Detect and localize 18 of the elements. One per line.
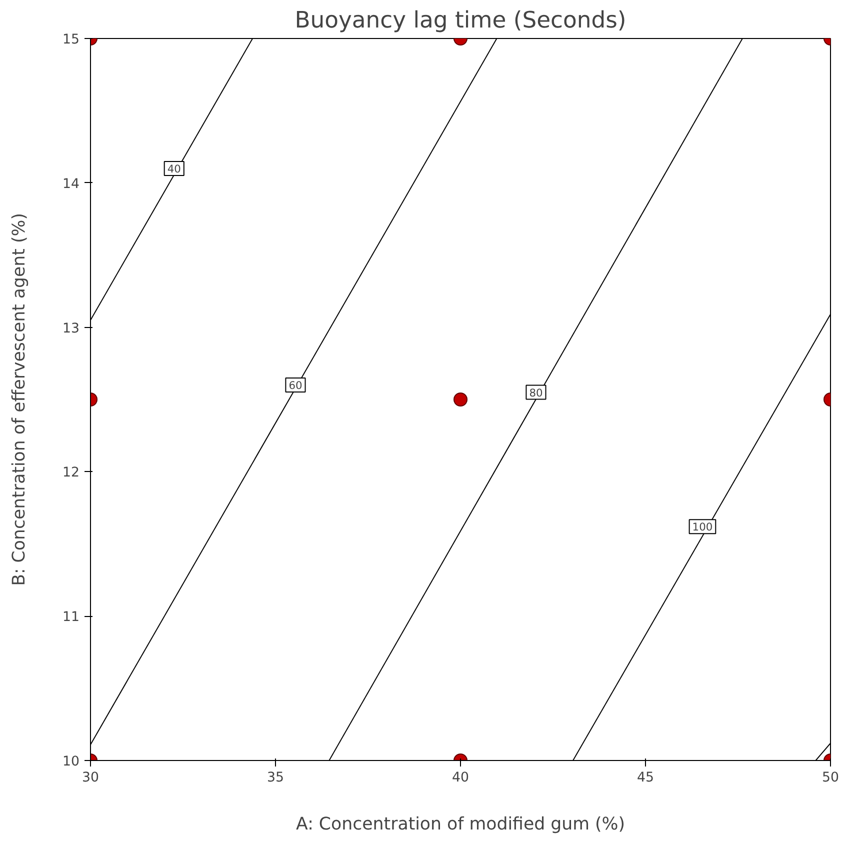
- chart-title: Buoyancy lag time (Seconds): [294, 8, 626, 34]
- annotation: 40: [167, 162, 182, 176]
- y-tick-label: 14: [62, 176, 80, 192]
- annotation: 60: [288, 379, 302, 392]
- x-axis-title: A: Concentration of modified gum (%): [296, 814, 625, 834]
- y-tick-label: 10: [62, 754, 80, 770]
- x-tick-label: 35: [267, 770, 284, 786]
- y-tick-label: 13: [62, 321, 80, 336]
- y-axis-title: B: Concentration of effervescent agent (%): [10, 213, 30, 586]
- annotation: 80: [529, 386, 543, 400]
- y-tick-label: 12: [62, 466, 80, 481]
- y-tick-label: 15: [62, 32, 80, 48]
- y-tick-label: 11: [62, 610, 80, 626]
- annotation: 100: [692, 520, 713, 534]
- x-tick-label: 40: [452, 770, 469, 786]
- x-tick-label: 30: [82, 770, 99, 786]
- x-tick-label: 50: [822, 770, 839, 786]
- x-tick-label: 45: [637, 770, 654, 786]
